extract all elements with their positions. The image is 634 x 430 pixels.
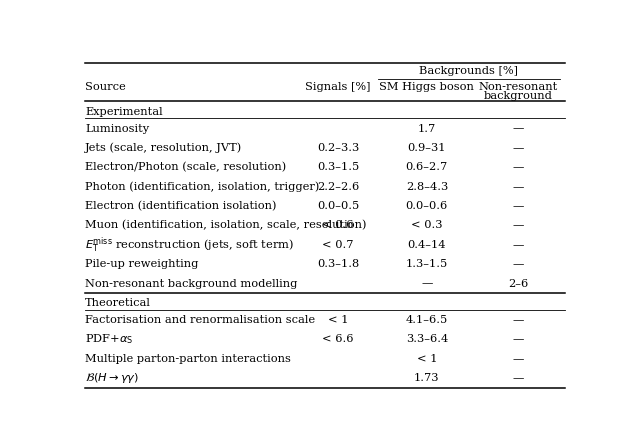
Text: $E_{\mathrm{T}}^{\mathrm{miss}}$ reconstruction (jets, soft term): $E_{\mathrm{T}}^{\mathrm{miss}}$ reconst… xyxy=(85,235,294,255)
Text: 1.3–1.5: 1.3–1.5 xyxy=(406,259,448,269)
Text: < 0.7: < 0.7 xyxy=(322,240,354,250)
Text: background: background xyxy=(484,91,552,101)
Text: —: — xyxy=(512,162,524,172)
Text: —: — xyxy=(512,335,524,344)
Text: —: — xyxy=(512,354,524,364)
Text: $\mathcal{B}(H \rightarrow \gamma\gamma)$: $\mathcal{B}(H \rightarrow \gamma\gamma)… xyxy=(85,371,139,385)
Text: < 0.6: < 0.6 xyxy=(322,221,354,230)
Text: 3.3–6.4: 3.3–6.4 xyxy=(406,335,448,344)
Text: Theoretical: Theoretical xyxy=(85,298,151,308)
Text: 4.1–6.5: 4.1–6.5 xyxy=(406,315,448,325)
Text: SM Higgs boson: SM Higgs boson xyxy=(379,82,474,92)
Text: Electron/Photon (scale, resolution): Electron/Photon (scale, resolution) xyxy=(85,162,287,172)
Text: —: — xyxy=(512,123,524,134)
Text: Photon (identification, isolation, trigger): Photon (identification, isolation, trigg… xyxy=(85,181,320,192)
Text: —: — xyxy=(512,315,524,325)
Text: Multiple parton-parton interactions: Multiple parton-parton interactions xyxy=(85,354,291,364)
Text: Signals [%]: Signals [%] xyxy=(306,82,371,92)
Text: 0.3–1.5: 0.3–1.5 xyxy=(317,162,359,172)
Text: Non-resonant background modelling: Non-resonant background modelling xyxy=(85,279,297,289)
Text: Jets (scale, resolution, JVT): Jets (scale, resolution, JVT) xyxy=(85,143,242,153)
Text: 2–6: 2–6 xyxy=(508,279,528,289)
Text: 0.2–3.3: 0.2–3.3 xyxy=(317,143,359,153)
Text: —: — xyxy=(512,201,524,211)
Text: —: — xyxy=(512,240,524,250)
Text: —: — xyxy=(512,221,524,230)
Text: < 1: < 1 xyxy=(328,315,348,325)
Text: —: — xyxy=(512,373,524,383)
Text: —: — xyxy=(512,259,524,269)
Text: < 0.3: < 0.3 xyxy=(411,221,443,230)
Text: Muon (identification, isolation, scale, resolution): Muon (identification, isolation, scale, … xyxy=(85,220,366,230)
Text: 0.6–2.7: 0.6–2.7 xyxy=(406,162,448,172)
Text: Non-resonant: Non-resonant xyxy=(478,82,557,92)
Text: Experimental: Experimental xyxy=(85,107,163,117)
Text: 0.0–0.5: 0.0–0.5 xyxy=(317,201,359,211)
Text: 0.3–1.8: 0.3–1.8 xyxy=(317,259,359,269)
Text: Pile-up reweighting: Pile-up reweighting xyxy=(85,259,198,269)
Text: 1.7: 1.7 xyxy=(418,123,436,134)
Text: —: — xyxy=(421,279,432,289)
Text: 0.0–0.6: 0.0–0.6 xyxy=(406,201,448,211)
Text: < 6.6: < 6.6 xyxy=(322,335,354,344)
Text: < 1: < 1 xyxy=(417,354,437,364)
Text: 0.4–14: 0.4–14 xyxy=(408,240,446,250)
Text: Factorisation and renormalisation scale: Factorisation and renormalisation scale xyxy=(85,315,315,325)
Text: Luminosity: Luminosity xyxy=(85,123,149,134)
Text: Source: Source xyxy=(85,82,126,92)
Text: Electron (identification isolation): Electron (identification isolation) xyxy=(85,201,276,211)
Text: Backgrounds [%]: Backgrounds [%] xyxy=(419,66,518,76)
Text: 1.73: 1.73 xyxy=(414,373,439,383)
Text: 2.2–2.6: 2.2–2.6 xyxy=(317,181,359,192)
Text: —: — xyxy=(512,143,524,153)
Text: 2.8–4.3: 2.8–4.3 xyxy=(406,181,448,192)
Text: 0.9–31: 0.9–31 xyxy=(408,143,446,153)
Text: —: — xyxy=(512,181,524,192)
Text: PDF+$\alpha_{\mathrm{S}}$: PDF+$\alpha_{\mathrm{S}}$ xyxy=(85,332,134,346)
